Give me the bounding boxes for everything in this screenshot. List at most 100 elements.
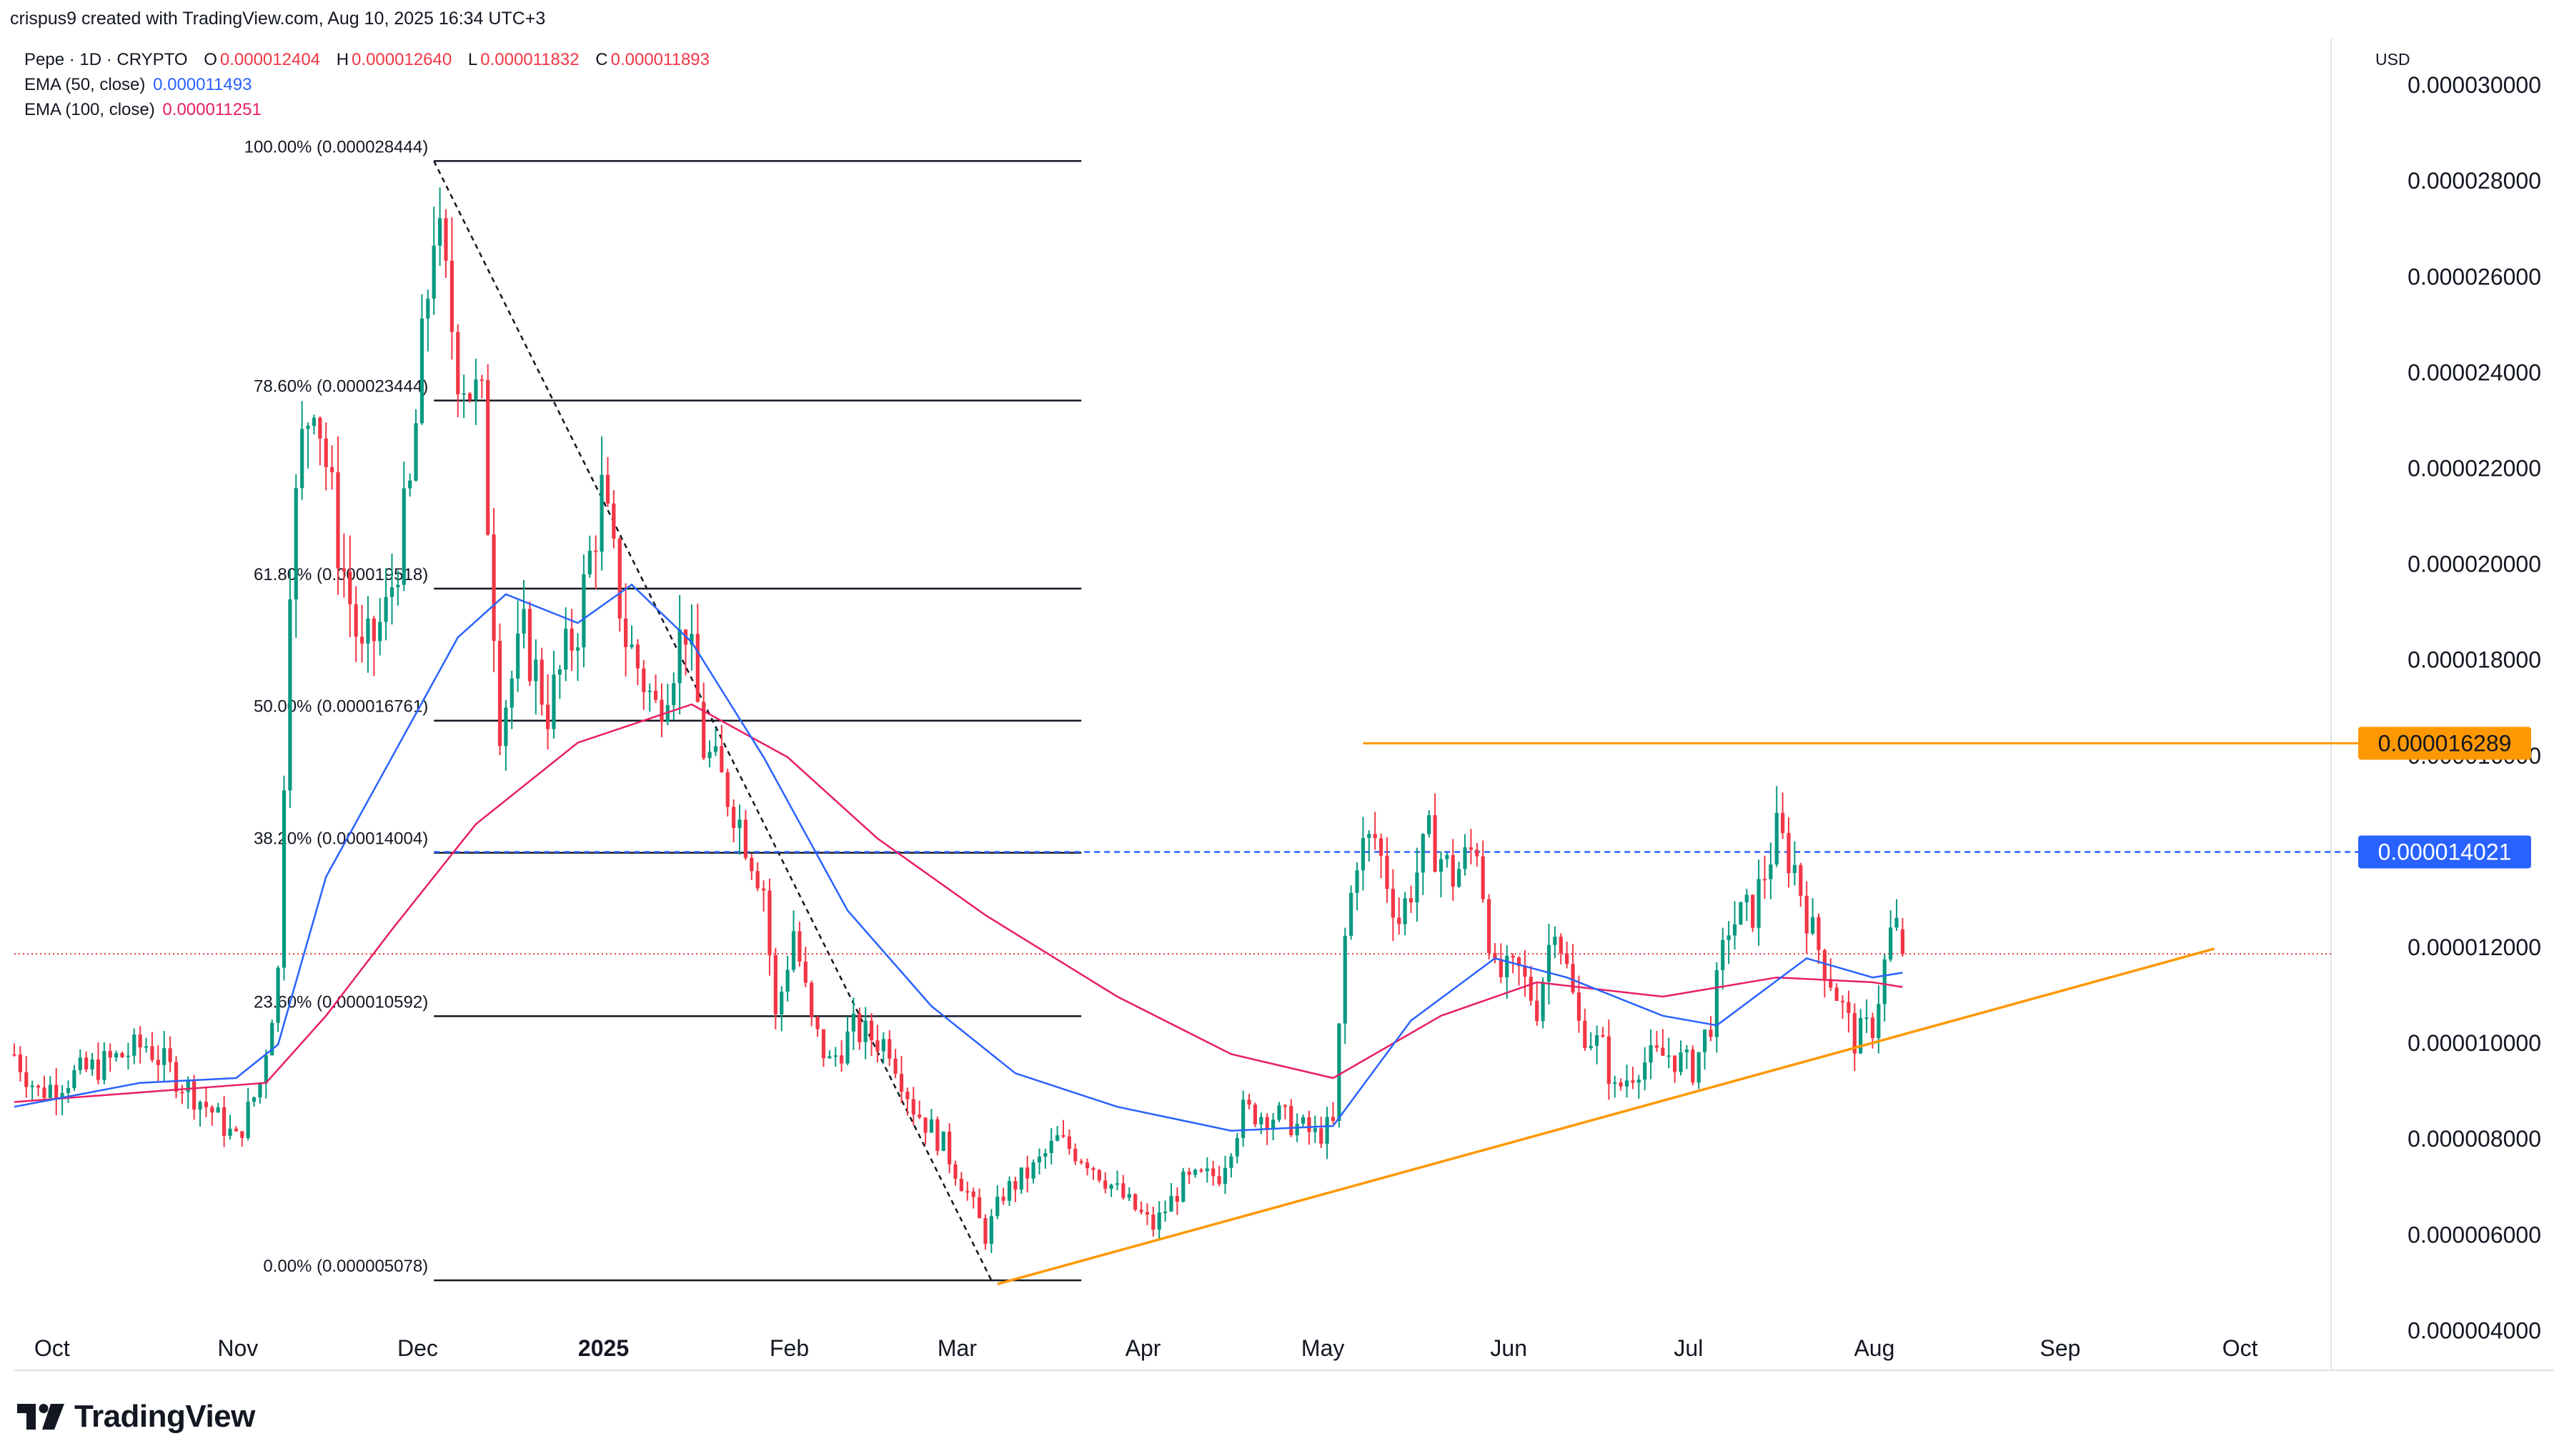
x-tick-label: Mar	[938, 1335, 977, 1361]
candle-body	[359, 637, 364, 644]
candle-body	[1079, 1161, 1083, 1163]
candle-body	[282, 790, 287, 968]
axis-price-badge-label: 0.000016289	[2378, 730, 2512, 756]
chart-legend: Pepe · 1D · CRYPTO O 0.000012404 H 0.00001…	[24, 47, 712, 122]
candle-body	[720, 746, 724, 773]
candle-body	[1631, 1080, 1635, 1083]
candle-body	[264, 1055, 268, 1084]
candle-body	[929, 1119, 934, 1133]
candle-body	[1481, 856, 1485, 899]
candle-body	[888, 1039, 892, 1059]
candle-body	[1696, 1052, 1701, 1083]
candle-body	[1343, 935, 1347, 1024]
currency-label[interactable]: USD	[2375, 50, 2410, 69]
tradingview-logo[interactable]: TradingView	[17, 1399, 255, 1435]
candle-body	[449, 260, 454, 332]
candle-body	[948, 1131, 952, 1165]
candle-body	[1043, 1152, 1048, 1157]
candle-body	[630, 644, 634, 647]
candle-body	[1115, 1183, 1120, 1185]
y-tick-label: 0.000026000	[2408, 264, 2541, 289]
candle-body	[1337, 1023, 1341, 1121]
candle-body	[1787, 833, 1791, 874]
candle-body	[1229, 1156, 1233, 1168]
axis-price-badge	[2358, 727, 2531, 760]
candle-body	[1445, 855, 1449, 859]
candle-body	[732, 807, 736, 828]
candle-body	[617, 539, 622, 619]
candle-body	[780, 991, 784, 1014]
candle-body	[84, 1057, 89, 1069]
candle-body	[372, 618, 376, 642]
candle-body	[1061, 1135, 1065, 1137]
candle-body	[1451, 855, 1455, 887]
candle-body	[911, 1099, 915, 1115]
candle-body	[426, 299, 430, 319]
candle-body	[713, 746, 718, 752]
x-tick-label: Apr	[1126, 1335, 1161, 1361]
candle-body	[570, 628, 574, 651]
candle-body	[270, 1022, 274, 1056]
axis-price-badge	[2358, 835, 2531, 869]
high-key: H	[336, 50, 349, 69]
candle-body	[935, 1119, 940, 1151]
ema50-row[interactable]: EMA (50, close) 0.000011493	[24, 72, 712, 97]
candle-body	[1822, 949, 1827, 979]
candle-body	[1157, 1212, 1161, 1230]
ema50-line	[14, 583, 1903, 1132]
candle-body	[1313, 1128, 1317, 1132]
candle-body	[1709, 1029, 1713, 1037]
candle-body	[42, 1087, 46, 1098]
candle-body	[858, 1013, 862, 1042]
candle-body	[863, 1020, 868, 1042]
candle-body	[1247, 1100, 1251, 1105]
fib-level-label: 78.60% (0.000023444)	[254, 377, 428, 397]
y-tick-label: 0.000024000	[2408, 359, 2541, 385]
candle-body	[60, 1092, 64, 1098]
candle-body	[1181, 1171, 1186, 1202]
candle-body	[1307, 1117, 1311, 1132]
candle-body	[869, 1020, 874, 1041]
candle-body	[840, 1055, 844, 1064]
low-key: L	[467, 50, 478, 69]
candle-body	[1643, 1062, 1647, 1080]
candle-body	[342, 568, 346, 572]
candle-body	[1019, 1167, 1023, 1190]
symbol-label: Pepe · 1D · CRYPTO	[24, 50, 188, 69]
candle-body	[575, 647, 580, 651]
candle-body	[1271, 1120, 1276, 1130]
candle-body	[1427, 814, 1431, 834]
candle-body	[150, 1046, 154, 1060]
candle-body	[1870, 1017, 1875, 1039]
candle-body	[1373, 834, 1377, 839]
x-tick-label: Sep	[2039, 1335, 2080, 1361]
candle-body	[1493, 952, 1497, 959]
ema50-label: EMA (50, close)	[24, 75, 146, 94]
candle-body	[845, 1031, 850, 1064]
candle-body	[1829, 979, 1833, 988]
candle-body	[1576, 992, 1581, 1021]
candle-body	[1666, 1055, 1671, 1057]
candle-body	[953, 1164, 958, 1179]
candle-body	[1073, 1149, 1078, 1162]
candle-body	[402, 488, 406, 585]
y-tick-label: 0.000010000	[2408, 1030, 2541, 1056]
candle-body	[1187, 1171, 1191, 1175]
attribution-text: crispus9 created with TradingView.com, A…	[10, 9, 546, 29]
candle-body	[1325, 1117, 1329, 1144]
candle-body	[324, 438, 328, 467]
candle-body	[755, 871, 760, 889]
ema100-row[interactable]: EMA (100, close) 0.000011251	[24, 97, 712, 122]
candle-body	[797, 931, 802, 962]
candle-body	[1169, 1195, 1173, 1212]
candle-body	[1691, 1049, 1695, 1083]
candle-body	[1319, 1128, 1323, 1144]
candle-body	[1636, 1079, 1641, 1083]
x-tick-label: Dec	[397, 1335, 438, 1361]
candle-body	[1571, 964, 1575, 993]
candle-body	[1217, 1176, 1221, 1185]
candle-body	[18, 1054, 22, 1072]
candle-body	[750, 857, 754, 872]
candle-body	[695, 634, 700, 702]
